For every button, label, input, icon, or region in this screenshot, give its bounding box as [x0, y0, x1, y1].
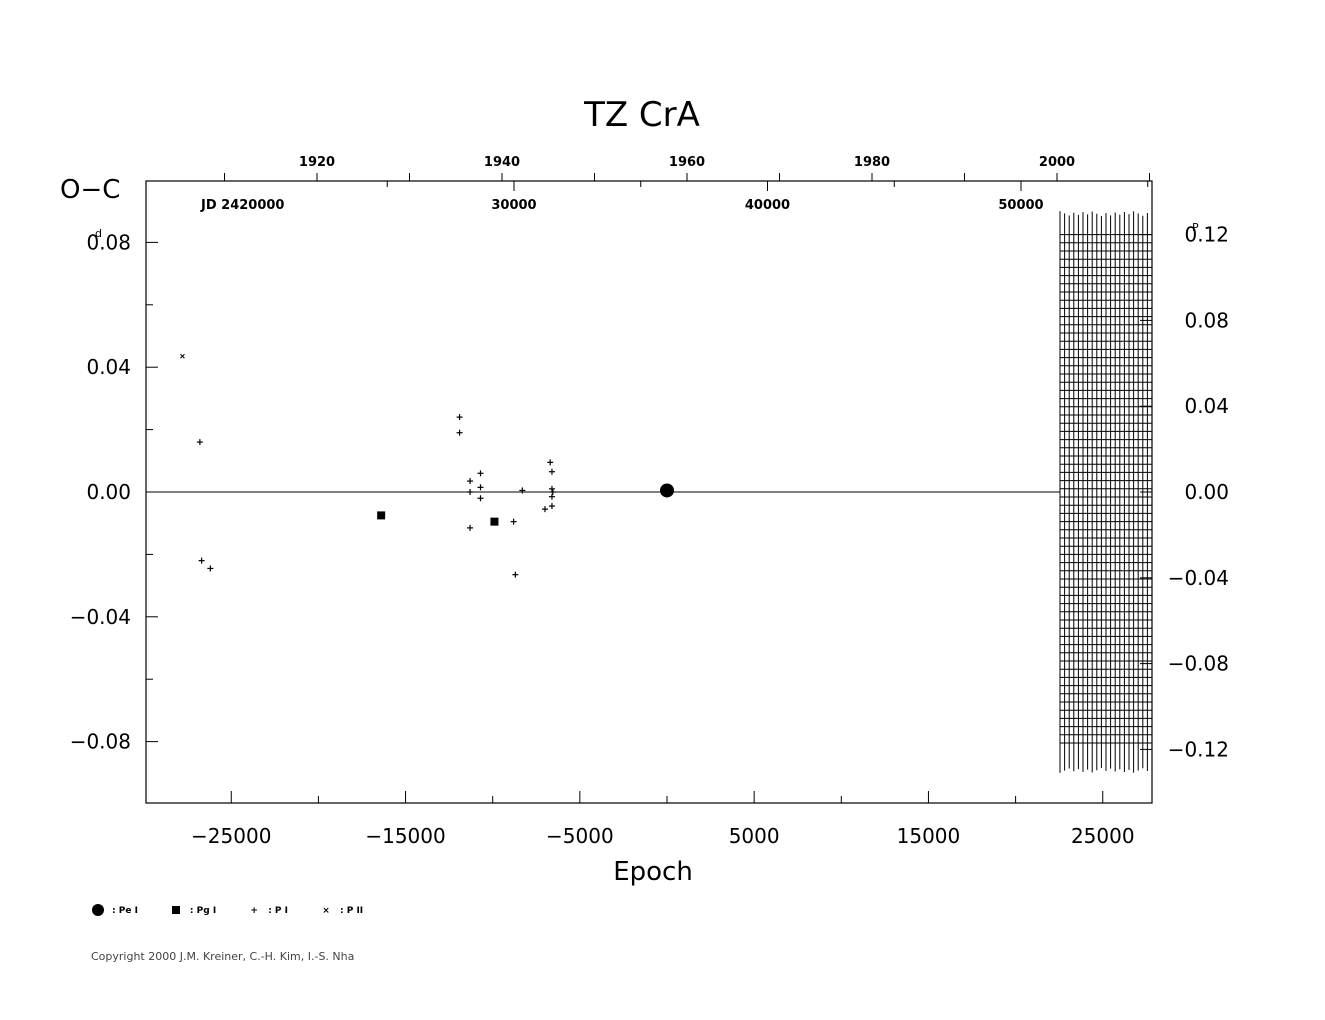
legend-item-p: + : P I	[246, 906, 288, 916]
p-point	[477, 495, 484, 502]
copyright-text: Copyright 2000 J.M. Kreiner, C.-H. Kim, …	[91, 950, 355, 963]
p-point	[512, 571, 519, 578]
x-tick-label: −25000	[191, 824, 271, 848]
p-point	[477, 470, 484, 477]
right-tick-label: −0.04	[1168, 566, 1229, 590]
p-point	[548, 503, 555, 510]
right-tick-label: −0.08	[1168, 652, 1229, 676]
x-tick-label: 15000	[897, 824, 961, 848]
circle-icon	[90, 903, 106, 919]
legend-label: : Pe I	[112, 906, 138, 916]
y-tick-label: −0.04	[70, 605, 131, 629]
p-point	[198, 557, 205, 564]
right-tick-label: 0.12	[1184, 223, 1229, 247]
right-tick-label: 0.00	[1184, 480, 1229, 504]
year-tick-label: 1940	[484, 155, 520, 170]
p-point	[549, 489, 556, 495]
legend-item-pii: × : P II	[318, 906, 363, 916]
y-tick-label: 0.08	[86, 230, 131, 254]
p-point	[196, 439, 203, 446]
legend-label: : P I	[268, 906, 288, 916]
p-point	[456, 414, 463, 421]
y-tick-label: 0.04	[86, 355, 131, 379]
p-point	[541, 506, 548, 513]
plus-icon: +	[250, 906, 258, 916]
hatched-region	[1059, 211, 1153, 773]
chart-title: TZ CrA	[583, 95, 700, 135]
right-tick-label: −0.12	[1168, 737, 1229, 761]
x-axis-label: Epoch	[613, 857, 693, 887]
jd-label: JD 2420000	[200, 198, 284, 213]
legend-item-pg: : Pg I	[168, 905, 217, 917]
jd-tick-label: 40000	[745, 198, 790, 213]
y-tick-label: −0.08	[70, 730, 131, 754]
right-tick-label: 0.04	[1184, 394, 1229, 418]
p-point	[467, 478, 474, 485]
y-tick-label: 0.00	[86, 480, 131, 504]
plot-frame	[145, 180, 1153, 804]
legend-item-pe: : Pe I	[90, 903, 138, 919]
data-points	[180, 353, 674, 578]
x-tick-label: 25000	[1071, 824, 1135, 848]
y-axis-label: O−C	[60, 175, 120, 205]
pg-point	[490, 517, 499, 526]
pii-point	[180, 353, 185, 359]
p-point	[547, 459, 554, 466]
pg-point	[377, 511, 386, 520]
right-tick-label: 0.08	[1184, 308, 1229, 332]
y-unit-label: d	[95, 227, 102, 240]
cross-icon: ×	[322, 906, 330, 916]
square-icon	[168, 905, 184, 917]
year-tick-label: 1980	[854, 155, 890, 170]
year-tick-label: 1960	[669, 155, 705, 170]
year-tick-label: 2000	[1039, 155, 1075, 170]
x-tick-label: −5000	[546, 824, 614, 848]
p-point	[510, 518, 517, 525]
p-point	[477, 484, 484, 491]
legend-label: : P II	[340, 906, 364, 916]
p-point	[456, 429, 463, 436]
p-point	[519, 487, 526, 494]
x-tick-label: −15000	[365, 824, 445, 848]
p-point	[548, 485, 555, 492]
p-point	[207, 565, 214, 572]
legend-label: : Pg I	[189, 906, 217, 916]
legend: : Pe I : Pg I + : P I × : P II	[90, 902, 393, 920]
p-point	[467, 524, 474, 531]
tick-marks	[146, 173, 1152, 803]
jd-tick-label: 50000	[998, 198, 1043, 213]
year-tick-label: 1920	[299, 155, 335, 170]
x-tick-label: 5000	[729, 824, 780, 848]
pe-point	[660, 483, 674, 498]
p-point	[548, 468, 555, 475]
p-point	[548, 493, 555, 500]
right-unit-label: P	[1192, 221, 1199, 234]
tick-labels: −25000 −15000 −5000 5000 15000 25000 0.08 0.04 0…	[70, 155, 1229, 848]
p-point	[467, 489, 474, 495]
jd-tick-label: 30000	[491, 198, 536, 213]
